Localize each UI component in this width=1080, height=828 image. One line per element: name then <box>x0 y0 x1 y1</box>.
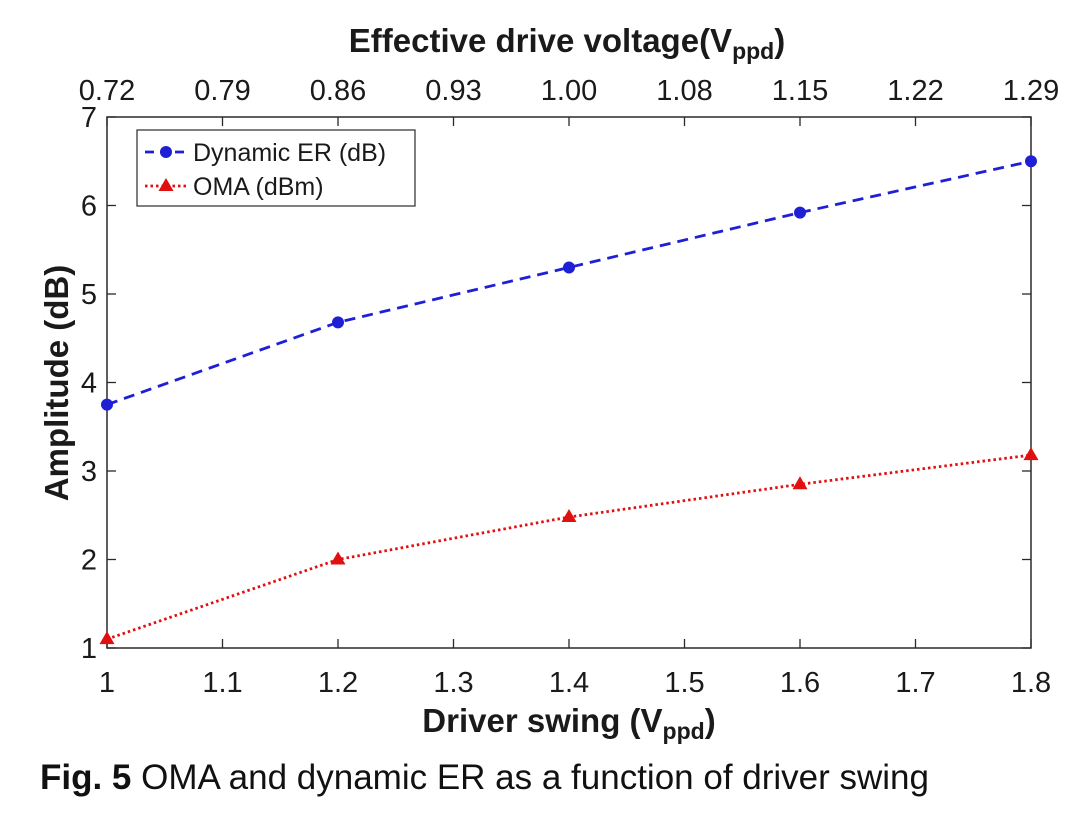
top-axis-title: Effective drive voltage(Vppd) <box>349 22 785 64</box>
oma-point <box>792 476 808 490</box>
figure-caption: Fig. 5 OMA and dynamic ER as a function … <box>40 758 929 798</box>
dynamic-er-point <box>1025 155 1037 168</box>
x-tick-label: 1.3 <box>433 667 473 699</box>
x-tick-label: 1.4 <box>549 667 589 699</box>
x-axis-ticks: 1 1.1 1.2 1.3 1.4 1.5 1.6 1.7 1.8 <box>99 639 1051 699</box>
x-tick-label: 1.2 <box>318 667 358 699</box>
top-tick-label: 0.93 <box>425 75 481 107</box>
x-tick-label: 1.6 <box>780 667 820 699</box>
series-line-oma <box>106 453 1032 641</box>
dynamic-er-point <box>794 206 806 219</box>
oma-point <box>99 631 115 645</box>
y-tick-label: 6 <box>81 191 97 223</box>
dynamic-er-point <box>332 316 344 329</box>
legend-er-label: Dynamic ER (dB) <box>193 139 386 167</box>
legend-oma-label: OMA (dBm) <box>193 173 324 201</box>
y-tick-label: 5 <box>81 279 97 311</box>
x-tick-label: 1.5 <box>664 667 704 699</box>
top-tick-label: 0.86 <box>310 75 366 107</box>
y-tick-label: 7 <box>81 102 97 134</box>
top-tick-label: 1.22 <box>887 75 943 107</box>
dynamic-er-point <box>563 261 575 274</box>
oma-point <box>330 551 346 565</box>
x-tick-label: 1.7 <box>895 667 935 699</box>
legend: Dynamic ER (dB) OMA (dBm) <box>136 129 416 207</box>
y-tick-label: 1 <box>81 633 97 665</box>
figure-caption-text: OMA and dynamic ER as a function of driv… <box>131 758 929 797</box>
top-tick-label: 1.29 <box>1003 75 1059 107</box>
series-layer <box>99 155 1039 645</box>
plot-frame <box>106 116 1032 649</box>
top-tick-label: 0.79 <box>194 75 250 107</box>
dynamic-er-point <box>101 398 113 411</box>
legend-box <box>136 129 416 207</box>
series-line-dynamic-er <box>106 159 1032 406</box>
x-tick-label: 1 <box>99 667 115 699</box>
y-tick-label: 4 <box>81 368 97 400</box>
figure-caption-label: Fig. 5 <box>40 758 132 797</box>
top-tick-label: 1.08 <box>656 75 712 107</box>
y-axis-title: Amplitude (dB) <box>38 265 75 501</box>
oma-point <box>561 509 577 523</box>
x-tick-label: 1.8 <box>1011 667 1051 699</box>
top-tick-label: 1.15 <box>772 75 828 107</box>
y-tick-label: 3 <box>81 456 97 488</box>
top-tick-label: 0.72 <box>79 75 135 107</box>
oma-point <box>1023 447 1039 461</box>
top-axis-title-subscript: ppd <box>732 38 774 64</box>
x-axis-title: Driver swing (Vppd) <box>422 702 715 744</box>
legend-oma-marker <box>158 178 174 191</box>
top-axis-ticks: 0.72 0.79 0.86 0.93 1.00 1.08 1.15 1.22 1.29 <box>79 75 1059 126</box>
x-axis-title-subscript: ppd <box>663 718 705 744</box>
chart: Effective drive voltage(Vppd) 0.72 0.79 0.… <box>38 22 1059 744</box>
y-tick-label: 2 <box>81 545 97 577</box>
x-tick-label: 1.1 <box>202 667 242 699</box>
y-axis-ticks: 1 2 3 4 5 6 7 <box>81 102 1031 665</box>
legend-er-marker <box>160 146 172 158</box>
top-tick-label: 1.00 <box>541 75 597 107</box>
